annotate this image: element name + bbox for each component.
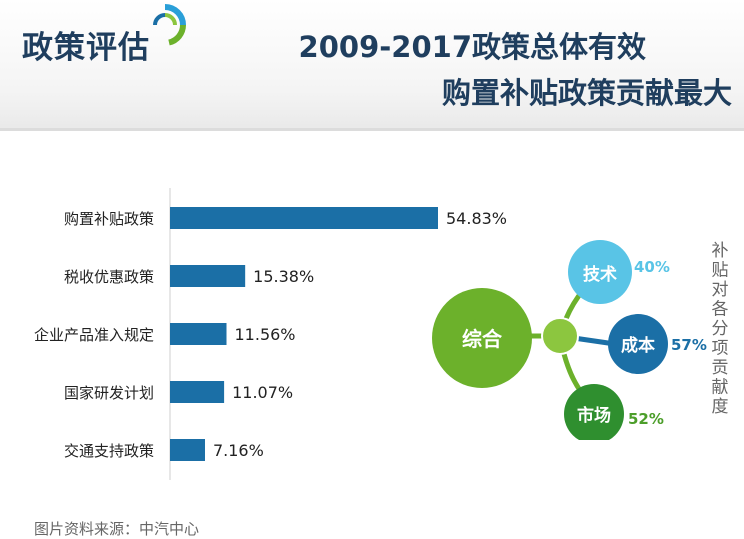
value-label: 54.83%	[446, 209, 507, 228]
node-tech-label: 技术	[583, 264, 617, 285]
bar	[170, 207, 438, 229]
category-label: 企业产品准入规定	[34, 326, 154, 344]
header-divider	[0, 128, 744, 131]
node-cost-value: 57%	[671, 336, 707, 354]
node-cost	[608, 314, 668, 374]
node-tech-value: 40%	[634, 258, 670, 276]
bar	[170, 323, 227, 345]
value-label: 15.38%	[253, 267, 314, 286]
junction-node	[541, 317, 579, 355]
bar	[170, 439, 205, 461]
node-market-value: 52%	[628, 410, 664, 428]
category-label: 税收优惠政策	[64, 268, 154, 286]
value-label: 11.56%	[235, 325, 296, 344]
node-market	[564, 384, 624, 440]
title-line-2: 购置补贴政策贡献最大	[441, 76, 732, 110]
hub-label: 综合	[462, 327, 503, 351]
hub-circle	[432, 288, 532, 388]
slide-header	[0, 0, 744, 130]
side-label: 补贴对各分项贡献度	[712, 241, 729, 417]
node-cost-label: 成本	[621, 335, 655, 356]
contribution-diagram: 综合 技术 40% 成本 57% 市场 52% 补贴对各分项贡献度	[432, 240, 729, 440]
horizontal-bar-chart: 购置补贴政策 54.83% 税收优惠政策 15.38% 企业产品准入规定 11.56% 国家…	[34, 188, 507, 480]
bar	[170, 265, 246, 287]
source-note: 图片资料来源：中汽中心	[34, 520, 200, 538]
category-label: 国家研发计划	[64, 384, 154, 402]
title-line-1: 2009-2017政策总体有效	[298, 30, 646, 64]
circular-logo-icon	[153, 4, 186, 46]
section-title: 政策评估	[22, 30, 150, 66]
node-tech	[568, 240, 632, 304]
value-label: 7.16%	[213, 441, 264, 460]
node-market-label: 市场	[577, 405, 611, 426]
value-label: 11.07%	[232, 383, 293, 402]
category-label: 交通支持政策	[64, 442, 154, 460]
category-label: 购置补贴政策	[64, 210, 154, 228]
bars-group: 购置补贴政策 54.83% 税收优惠政策 15.38% 企业产品准入规定 11.56% 国家…	[34, 207, 507, 461]
bar	[170, 381, 225, 403]
